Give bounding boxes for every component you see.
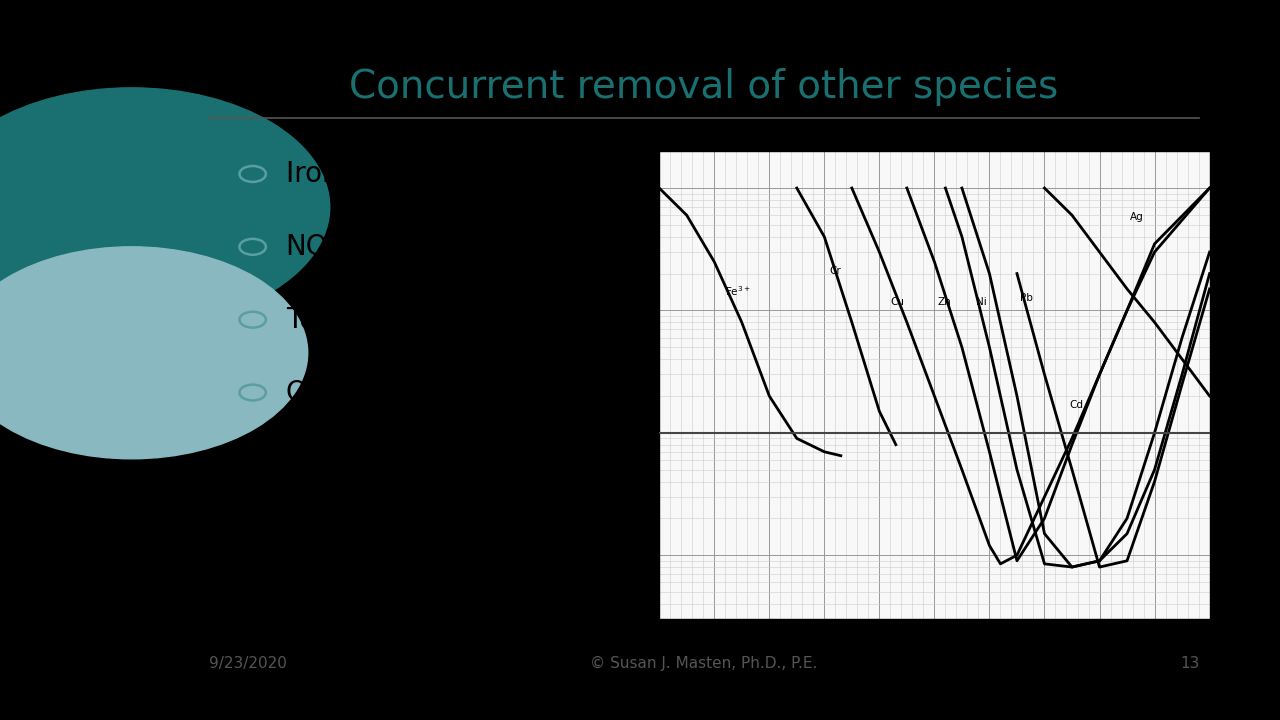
Text: $\mathregular{Fe^{3+}}$: $\mathregular{Fe^{3+}}$ [726,284,751,299]
Text: Concurrent removal of other species: Concurrent removal of other species [349,68,1059,106]
Text: NOM: NOM [285,233,352,261]
Text: Iron and manganese: Iron and manganese [285,160,572,188]
Text: 9/23/2020: 9/23/2020 [209,656,287,671]
X-axis label: pH units: pH units [902,649,966,663]
Text: Turbidity: Turbidity [285,306,406,333]
Text: 13: 13 [1180,656,1199,671]
Circle shape [0,247,307,459]
Text: Cr: Cr [829,266,841,276]
Circle shape [0,88,330,326]
Text: Other metals: Other metals [285,379,467,407]
Text: © Susan J. Masten, Ph.D., P.E.: © Susan J. Masten, Ph.D., P.E. [590,656,818,671]
Text: Cd: Cd [1069,400,1083,410]
Text: Cu: Cu [891,297,905,307]
Text: Ag: Ag [1130,212,1143,222]
Text: Ni: Ni [975,297,987,307]
Y-axis label: mg/l: mg/l [603,368,617,402]
Text: Zn: Zn [937,297,951,307]
Text: Pb: Pb [1020,293,1033,302]
